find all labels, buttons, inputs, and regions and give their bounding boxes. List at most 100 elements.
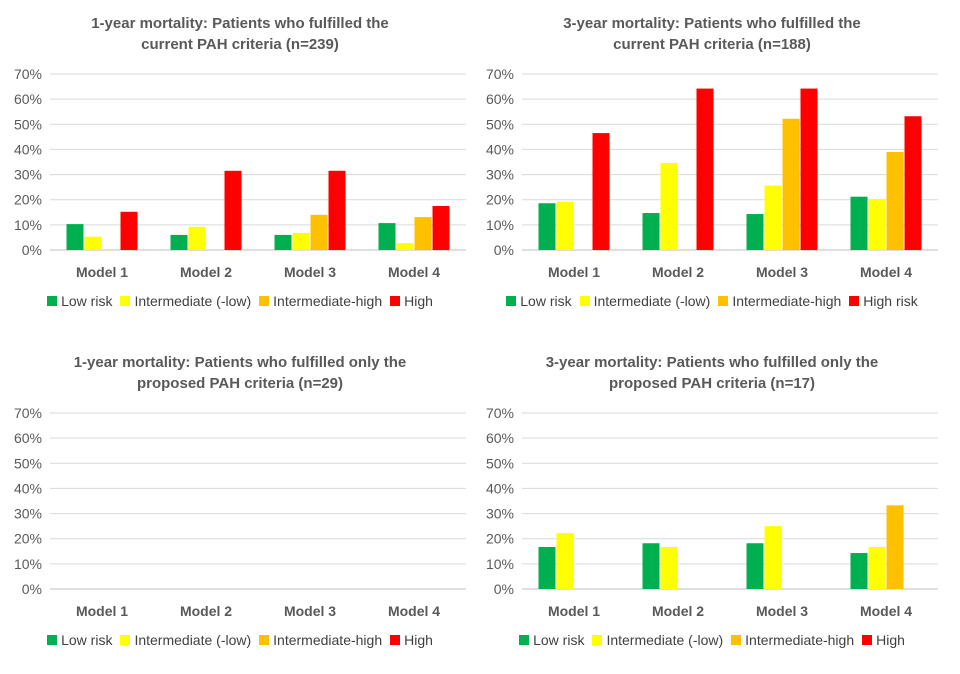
chart-title-line-2: proposed PAH criteria (n=29) xyxy=(136,375,344,392)
y-tick-label: 30% xyxy=(14,167,42,183)
bar xyxy=(396,243,414,250)
chart-3yr-current: 3-year mortality: Patients who fulfilled… xyxy=(472,0,952,335)
bar xyxy=(746,543,764,589)
y-tick-label: 40% xyxy=(486,480,514,496)
legend-swatch xyxy=(259,635,270,645)
chart-title-line-2: current PAH criteria (n=239) xyxy=(141,36,339,53)
legend-swatch xyxy=(390,635,401,645)
legend-swatch xyxy=(849,296,860,306)
bar xyxy=(556,201,574,250)
y-tick-label: 10% xyxy=(14,217,42,233)
y-tick-label: 50% xyxy=(14,116,42,132)
legend-label: Low risk xyxy=(61,632,113,648)
bar-plot: 0% 10% 20% 30% 40% 50% 60% 70% Model 1 Model 2 Mod… xyxy=(14,405,466,619)
bar xyxy=(538,547,556,589)
legend-item: Low risk xyxy=(506,293,572,309)
bar xyxy=(696,88,714,250)
legend-item: Low risk xyxy=(519,632,584,648)
category-label: Model 2 xyxy=(652,603,704,619)
chart-title-line-1: 1-year mortality: Patients who fulfilled… xyxy=(73,354,407,371)
bar xyxy=(538,203,556,250)
bar xyxy=(414,217,432,250)
chart-1yr-proposed: 1-year mortality: Patients who fulfilled… xyxy=(0,339,480,674)
category-label: Model 1 xyxy=(548,264,600,280)
y-tick-label: 40% xyxy=(14,141,42,157)
chart-title: 3-year mortality: Patients who fulfilled… xyxy=(472,13,952,55)
legend-swatch xyxy=(47,296,58,306)
y-tick-label: 40% xyxy=(486,141,514,157)
y-tick-label: 0% xyxy=(494,581,514,597)
category-label: Model 1 xyxy=(548,603,600,619)
y-tick-label: 0% xyxy=(22,581,42,597)
y-tick-label: 70% xyxy=(486,66,514,82)
legend-swatch xyxy=(731,635,742,645)
legend-swatch xyxy=(259,296,270,306)
bar xyxy=(170,234,188,250)
chart-title: 1-year mortality: Patients who fulfilled… xyxy=(0,352,480,394)
category-label: Model 4 xyxy=(388,603,440,619)
legend-item: Low risk xyxy=(47,293,112,309)
y-tick-label: 10% xyxy=(14,556,42,572)
legend-item: Low risk xyxy=(47,632,112,648)
legend-swatch xyxy=(47,635,58,645)
y-tick-label: 20% xyxy=(14,192,42,208)
bar xyxy=(904,116,922,251)
bar xyxy=(274,234,292,250)
bar xyxy=(432,206,450,250)
legend-swatch xyxy=(519,635,530,645)
legend-item: Intermediate (-low) xyxy=(579,293,711,309)
bar xyxy=(800,88,818,250)
category-label: Model 3 xyxy=(284,603,336,619)
y-tick-label: 60% xyxy=(14,430,42,446)
y-tick-label: 20% xyxy=(486,531,514,547)
legend-swatch xyxy=(579,296,590,306)
y-tick-label: 70% xyxy=(14,66,42,82)
category-label: Model 2 xyxy=(180,264,232,280)
legend-label: Intermediate-high xyxy=(273,293,383,309)
bar xyxy=(764,526,782,589)
legend-label: Intermediate (-low) xyxy=(593,293,711,309)
legend-item: High risk xyxy=(849,293,918,309)
y-tick-label: 10% xyxy=(486,556,514,572)
legend-item: Intermediate-high xyxy=(718,293,841,309)
legend-label: Low risk xyxy=(533,632,585,648)
chart-legend: Low risk Intermediate (-low) Intermediate-… xyxy=(472,293,952,309)
bar xyxy=(188,226,206,250)
legend-label: High xyxy=(404,293,433,309)
bar xyxy=(660,163,678,250)
y-tick-label: 0% xyxy=(494,242,514,258)
category-label: Model 4 xyxy=(860,603,912,619)
chart-legend: Low risk Intermediate (-low) Intermediate-… xyxy=(0,293,480,309)
bar xyxy=(592,133,610,250)
y-tick-label: 70% xyxy=(14,405,42,421)
y-tick-label: 20% xyxy=(486,192,514,208)
legend-label: Low risk xyxy=(61,293,113,309)
bar xyxy=(310,214,328,250)
legend-swatch xyxy=(862,635,873,645)
legend-label: Intermediate (-low) xyxy=(134,632,252,648)
y-tick-label: 50% xyxy=(14,455,42,471)
bar xyxy=(886,151,904,250)
category-label: Model 3 xyxy=(756,264,808,280)
legend-item: High xyxy=(390,293,433,309)
y-tick-label: 50% xyxy=(486,116,514,132)
legend-label: Intermediate (-low) xyxy=(134,293,252,309)
bar xyxy=(292,232,310,250)
bar xyxy=(886,505,904,589)
legend-item: Intermediate-high xyxy=(731,632,854,648)
category-label: Model 4 xyxy=(860,264,912,280)
legend-swatch xyxy=(390,296,401,306)
legend-swatch xyxy=(592,635,603,645)
legend-item: Intermediate-high xyxy=(259,293,382,309)
legend-label: Intermediate-high xyxy=(745,632,855,648)
bar xyxy=(224,170,242,250)
legend-label: Low risk xyxy=(520,293,572,309)
bar xyxy=(850,553,868,589)
category-label: Model 4 xyxy=(388,264,440,280)
legend-swatch xyxy=(506,296,517,306)
bar xyxy=(328,170,346,250)
chart-title: 1-year mortality: Patients who fulfilled… xyxy=(0,13,480,55)
legend-swatch xyxy=(718,296,729,306)
y-tick-label: 60% xyxy=(486,430,514,446)
legend-item: Intermediate (-low) xyxy=(592,632,723,648)
